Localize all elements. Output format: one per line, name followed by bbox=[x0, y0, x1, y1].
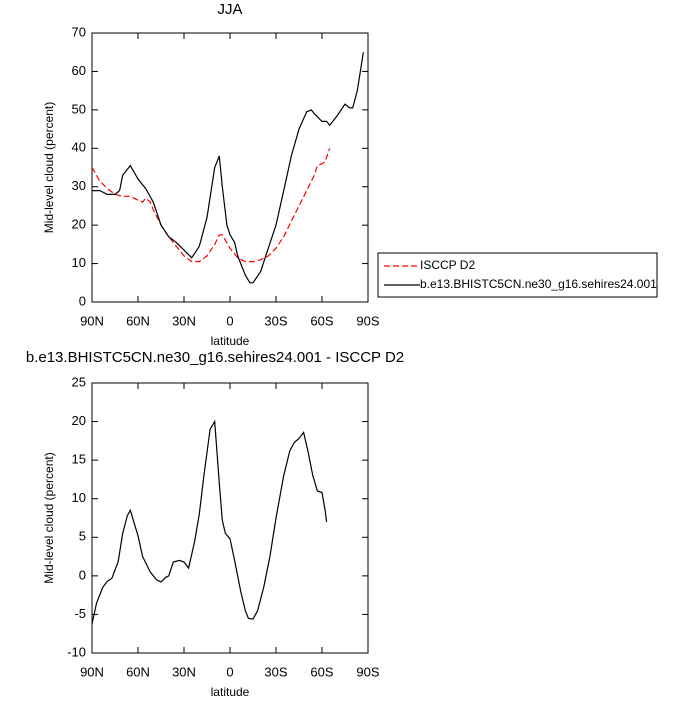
legend-label: b.e13.BHISTC5CN.ne30_g16.sehires24.001 bbox=[420, 277, 657, 291]
y-axis-label: Mid-level cloud (percent) bbox=[42, 102, 56, 233]
y-tick-label: 15 bbox=[72, 452, 86, 467]
y-tick-label: 20 bbox=[72, 217, 86, 232]
y-tick-label: 30 bbox=[72, 178, 86, 193]
x-tick-label: 90S bbox=[356, 664, 379, 679]
x-tick-label: 60N bbox=[126, 313, 150, 328]
legend-box bbox=[377, 252, 658, 298]
x-tick-label: 30S bbox=[264, 313, 287, 328]
y-tick-label: 5 bbox=[79, 529, 86, 544]
x-tick-label: 60S bbox=[310, 664, 333, 679]
x-tick-label: 30S bbox=[264, 664, 287, 679]
x-tick-label: 90S bbox=[356, 313, 379, 328]
x-tick-label: 60S bbox=[310, 313, 333, 328]
data-line bbox=[91, 148, 331, 263]
x-tick-label: 90N bbox=[80, 664, 104, 679]
y-tick-label: -10 bbox=[67, 644, 86, 659]
y-tick-label: 10 bbox=[72, 255, 86, 270]
y-tick-label: 60 bbox=[72, 63, 86, 78]
x-axis-label: latitude bbox=[211, 685, 250, 699]
y-tick-label: 40 bbox=[72, 140, 86, 155]
y-tick-label: 20 bbox=[72, 413, 86, 428]
x-tick-label: 30N bbox=[172, 664, 196, 679]
data-line bbox=[91, 419, 328, 624]
plot-frame bbox=[91, 32, 369, 303]
y-tick-label: 0 bbox=[79, 567, 86, 582]
y-tick-label: 25 bbox=[72, 374, 86, 389]
x-tick-label: 0 bbox=[226, 664, 233, 679]
x-tick-label: 0 bbox=[226, 313, 233, 328]
y-tick-label: 70 bbox=[72, 24, 86, 39]
chart-title: b.e13.BHISTC5CN.ne30_g16.sehires24.001 -… bbox=[26, 349, 404, 366]
y-tick-label: 0 bbox=[79, 293, 86, 308]
y-tick-label: 10 bbox=[72, 490, 86, 505]
x-axis-label: latitude bbox=[211, 334, 250, 348]
x-tick-label: 90N bbox=[80, 313, 104, 328]
x-tick-label: 30N bbox=[172, 313, 196, 328]
y-tick-label: 50 bbox=[72, 101, 86, 116]
y-axis-label: Mid-level cloud (percent) bbox=[42, 452, 56, 583]
chart-title: JJA bbox=[217, 1, 242, 18]
data-line bbox=[92, 52, 364, 284]
x-tick-label: 60N bbox=[126, 664, 150, 679]
legend-label: ISCCP D2 bbox=[420, 258, 475, 272]
y-tick-label: -5 bbox=[74, 606, 86, 621]
